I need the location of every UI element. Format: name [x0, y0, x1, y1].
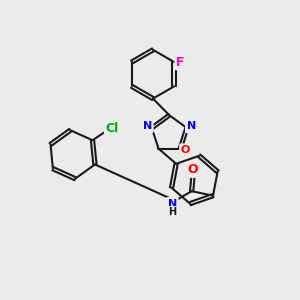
Text: F: F [176, 56, 185, 68]
Text: Cl: Cl [106, 122, 119, 135]
Text: O: O [181, 145, 190, 155]
Text: N: N [143, 122, 152, 131]
Text: N: N [187, 122, 196, 131]
Text: O: O [188, 163, 198, 176]
Text: H: H [168, 207, 176, 217]
Text: N: N [168, 199, 177, 209]
